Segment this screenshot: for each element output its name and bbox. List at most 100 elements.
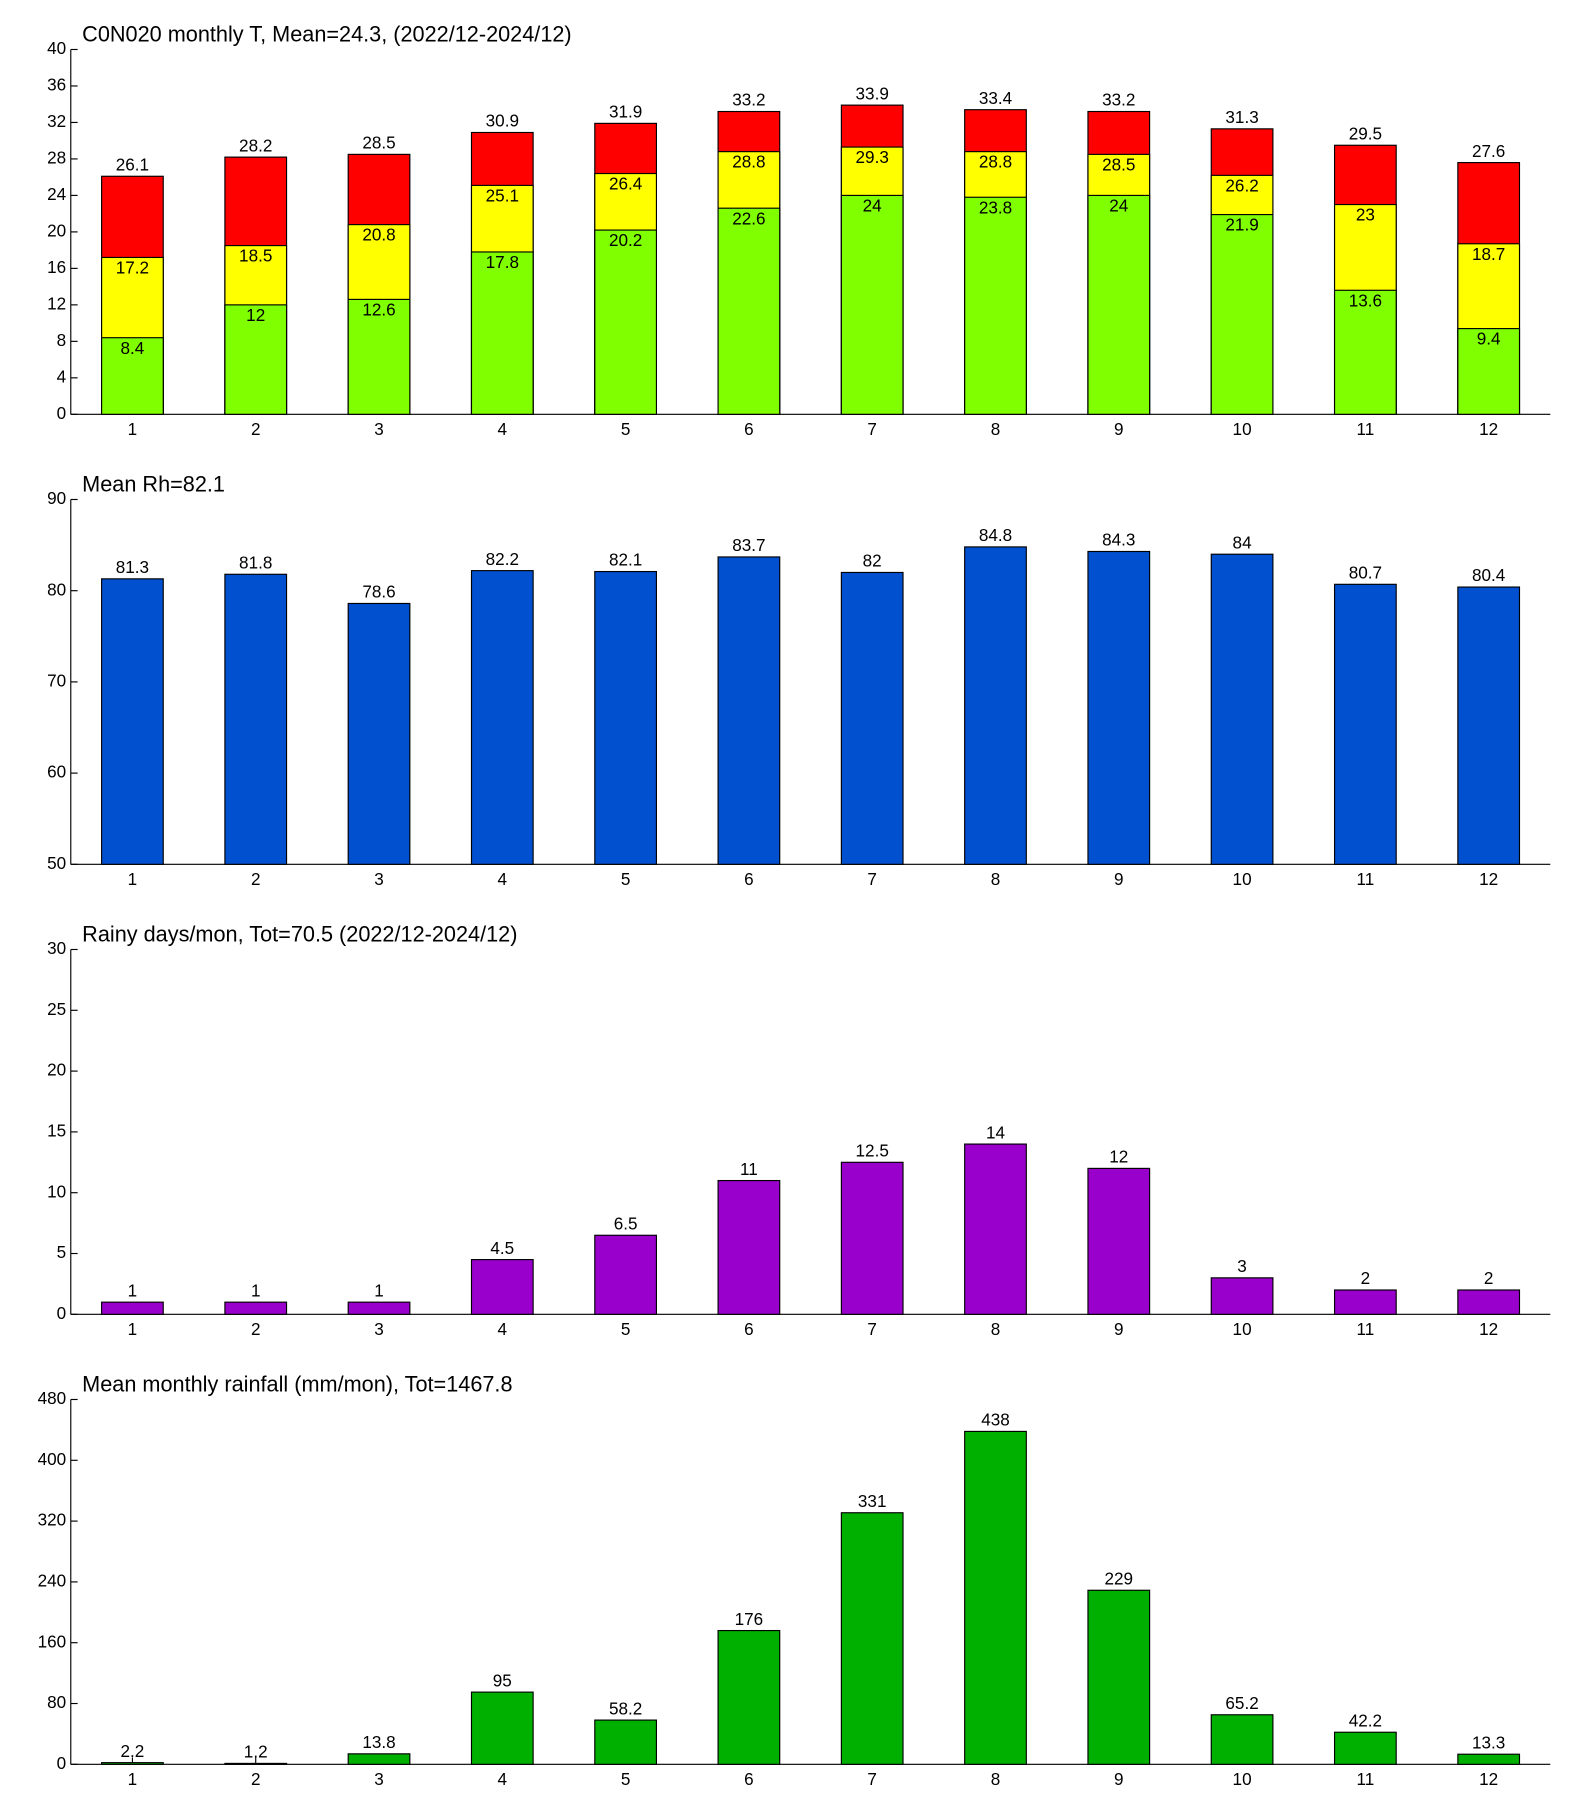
- bar: [1210, 553, 1274, 865]
- data-label: 18.7: [1472, 244, 1505, 264]
- data-label: 1: [128, 1280, 138, 1300]
- data-label: 24: [863, 195, 882, 215]
- bar: [964, 196, 1027, 415]
- y-tick-label: 0: [57, 403, 67, 423]
- x-tick-label: 7: [867, 1769, 877, 1789]
- data-label: 229: [1105, 1568, 1134, 1588]
- data-label: 12.6: [362, 299, 395, 319]
- x-tick-label: 3: [374, 419, 384, 439]
- y-tick-label: 8: [57, 330, 67, 350]
- data-label: 24: [1109, 195, 1128, 215]
- y-tick-label: 60: [47, 762, 66, 782]
- data-label: 12: [1109, 1147, 1128, 1167]
- y-tick-label: 40: [47, 38, 66, 58]
- data-label: 33.9: [856, 83, 889, 103]
- data-label: 6.5: [614, 1213, 638, 1233]
- bar: [964, 1430, 1027, 1765]
- data-label: 4.5: [490, 1238, 514, 1258]
- x-tick-label: 8: [991, 419, 1001, 439]
- x-tick-label: 12: [1479, 869, 1498, 889]
- x-tick-label: 2: [251, 419, 261, 439]
- x-tick-label: 4: [498, 419, 508, 439]
- x-tick-label: 6: [744, 869, 754, 889]
- x-tick-label: 4: [498, 1319, 508, 1339]
- x-tick-label: 5: [621, 869, 631, 889]
- y-tick-label: 0: [57, 1303, 67, 1323]
- y-tick-label: 50: [47, 853, 66, 873]
- y-tick-label: 90: [47, 488, 66, 508]
- x-tick-label: 12: [1479, 1319, 1498, 1339]
- data-label: 28.5: [1102, 154, 1135, 174]
- data-label: 84.3: [1102, 530, 1135, 550]
- x-tick-label: 3: [374, 1319, 384, 1339]
- data-label: 20.8: [362, 225, 395, 245]
- bar: [1210, 1714, 1274, 1765]
- data-label: 30.9: [486, 111, 519, 131]
- data-label: 3: [1237, 1256, 1247, 1276]
- y-tick-label: 80: [47, 1692, 66, 1712]
- data-label: 1.2: [244, 1742, 268, 1762]
- y-tick-label: 36: [47, 74, 66, 94]
- bar: [717, 1179, 781, 1315]
- data-label: 31.9: [609, 102, 642, 122]
- bar: [840, 194, 904, 415]
- bar: [717, 1629, 781, 1765]
- x-tick-label: 9: [1114, 1319, 1124, 1339]
- data-label: 27.6: [1472, 141, 1505, 161]
- data-label: 13.6: [1349, 290, 1382, 310]
- data-label: 438: [981, 1410, 1010, 1430]
- data-label: 42.2: [1349, 1710, 1382, 1730]
- bar: [1457, 1753, 1521, 1765]
- data-label: 26.1: [116, 154, 149, 174]
- data-label: 14: [986, 1122, 1005, 1142]
- x-tick-label: 4: [498, 869, 508, 889]
- data-label: 22.6: [732, 208, 765, 228]
- bar: [347, 1753, 411, 1765]
- data-label: 26.4: [609, 174, 643, 194]
- data-label: 58.2: [609, 1698, 642, 1718]
- data-label: 18.5: [239, 246, 272, 266]
- x-tick-label: 8: [991, 869, 1001, 889]
- data-label: 84.8: [979, 525, 1012, 545]
- x-tick-label: 6: [744, 1319, 754, 1339]
- chart-title: Rainy days/mon, Tot=70.5 (2022/12-2024/1…: [82, 921, 517, 946]
- x-tick-label: 2: [251, 1319, 261, 1339]
- data-label: 65.2: [1225, 1693, 1258, 1713]
- x-tick-label: 7: [867, 1319, 877, 1339]
- x-tick-label: 6: [744, 419, 754, 439]
- data-label: 2: [1484, 1268, 1494, 1288]
- bar: [1087, 1589, 1151, 1765]
- bar: [717, 556, 781, 865]
- data-label: 82.1: [609, 550, 642, 570]
- bar: [224, 1762, 288, 1765]
- data-label: 17.2: [116, 257, 149, 277]
- y-tick-label: 0: [57, 1753, 67, 1773]
- x-tick-label: 3: [374, 1769, 384, 1789]
- data-label: 28.5: [362, 133, 395, 153]
- data-label: 80.4: [1472, 565, 1506, 585]
- data-label: 1: [374, 1280, 384, 1300]
- chart-title: C0N020 monthly T, Mean=24.3, (2022/12-20…: [82, 21, 571, 46]
- bar: [1457, 328, 1521, 415]
- y-tick-label: 25: [47, 999, 66, 1019]
- chart-title: Mean monthly rainfall (mm/mon), Tot=1467…: [82, 1371, 512, 1396]
- bar: [1333, 1731, 1397, 1765]
- data-label: 9.4: [1477, 329, 1501, 349]
- y-tick-label: 30: [47, 938, 66, 958]
- bar: [717, 207, 781, 415]
- data-label: 82.2: [486, 549, 519, 569]
- x-tick-label: 10: [1233, 869, 1252, 889]
- data-label: 33.2: [732, 90, 765, 110]
- x-tick-label: 7: [867, 869, 877, 889]
- x-tick-label: 11: [1356, 419, 1374, 439]
- bar: [347, 1301, 411, 1315]
- data-label: 28.8: [732, 152, 765, 172]
- x-tick-label: 11: [1356, 1319, 1374, 1339]
- bar: [470, 1691, 534, 1765]
- y-tick-label: 160: [38, 1631, 67, 1651]
- x-tick-label: 1: [128, 419, 138, 439]
- data-label: 81.3: [116, 557, 149, 577]
- bar: [1087, 1167, 1151, 1315]
- x-tick-label: 1: [128, 1769, 138, 1789]
- bar: [594, 1719, 658, 1765]
